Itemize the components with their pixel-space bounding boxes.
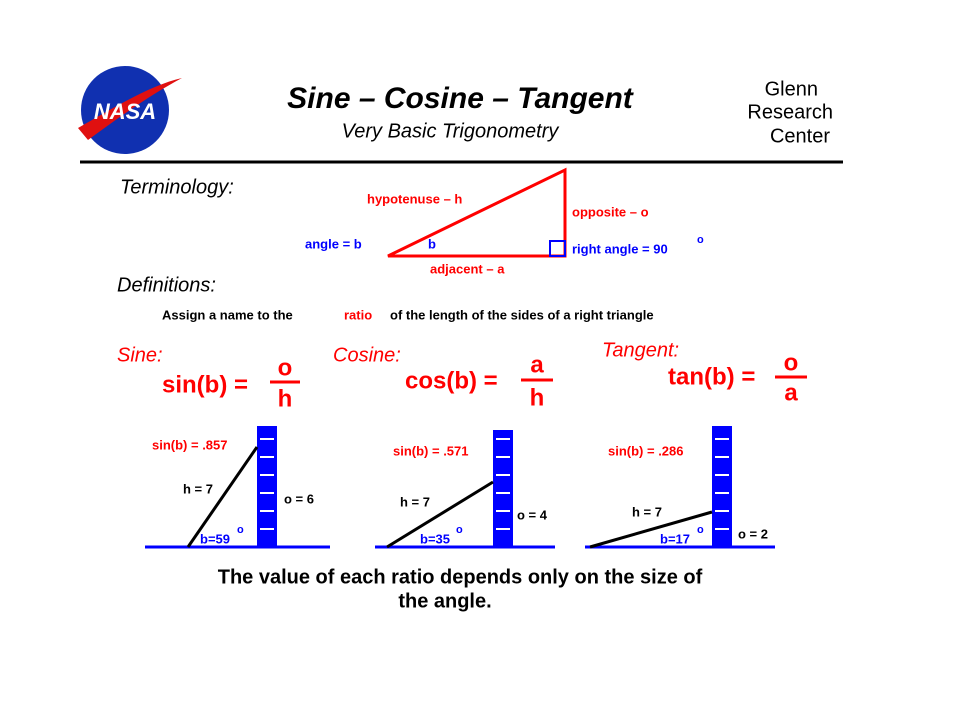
denominator: a	[784, 379, 798, 406]
subtitle: Very Basic Trigonometry	[342, 120, 560, 142]
opp-label: o = 2	[738, 526, 768, 541]
nasa-logo: NASA	[78, 66, 182, 154]
denominator: h	[530, 384, 545, 411]
numerator: o	[278, 354, 293, 381]
numerator: a	[530, 351, 544, 378]
denominator: h	[278, 385, 293, 412]
example-label: sin(b) = .857	[152, 437, 228, 452]
section-heading: Terminology:	[120, 176, 234, 198]
org-line: Glenn	[765, 78, 818, 100]
hypotenuse	[386, 480, 494, 549]
degree-mark: o	[697, 234, 704, 246]
hyp-label: h = 7	[632, 504, 662, 519]
right-angle-label: right angle = 90	[572, 241, 668, 256]
opp-label: o = 4	[517, 507, 548, 522]
section-heading: Definitions:	[117, 274, 216, 296]
function-name: Sine:	[117, 344, 163, 366]
triangle	[387, 167, 567, 258]
hypotenuse	[186, 446, 259, 548]
angle-label: b=59	[200, 531, 230, 546]
right-angle-mark	[549, 240, 566, 257]
function-lhs: sin(b) =	[162, 371, 248, 398]
function-lhs: cos(b) =	[405, 367, 498, 394]
definition-text: Assign a name to the	[162, 307, 293, 322]
angle-label: b=35	[420, 531, 450, 546]
opp-label: o = 6	[284, 491, 314, 506]
example-label: sin(b) = .286	[608, 443, 684, 458]
hypotenuse	[589, 510, 713, 549]
numerator: o	[784, 349, 799, 376]
definition-text: of the length of the sides of a right tr…	[390, 307, 654, 322]
angle-label: angle = b	[305, 236, 362, 251]
degree-mark: o	[456, 524, 463, 536]
org-line: Research	[747, 101, 833, 123]
example-label: sin(b) = .571	[393, 443, 469, 458]
hypotenuse-label: hypotenuse – h	[367, 191, 462, 206]
function-lhs: tan(b) =	[668, 363, 755, 390]
ruler	[493, 430, 513, 547]
adjacent-label: adjacent – a	[430, 261, 505, 276]
angle-label: b=17	[660, 531, 690, 546]
org-line: Center	[770, 125, 830, 147]
hyp-label: h = 7	[183, 481, 213, 496]
degree-mark: o	[237, 524, 244, 536]
logo-swoosh	[78, 78, 182, 140]
title: Sine – Cosine – Tangent	[287, 82, 635, 115]
angle-mark: b	[428, 236, 436, 251]
definition-highlight: ratio	[344, 307, 372, 322]
degree-mark: o	[697, 524, 704, 536]
function-name: Tangent:	[602, 339, 679, 361]
function-name: Cosine:	[333, 344, 401, 366]
logo-text: NASA	[94, 99, 156, 124]
hyp-label: h = 7	[400, 494, 430, 509]
footer-text: the angle.	[398, 590, 491, 612]
footer-text: The value of each ratio depends only on …	[218, 566, 703, 588]
opposite-label: opposite – o	[572, 204, 649, 219]
examples	[145, 426, 775, 549]
